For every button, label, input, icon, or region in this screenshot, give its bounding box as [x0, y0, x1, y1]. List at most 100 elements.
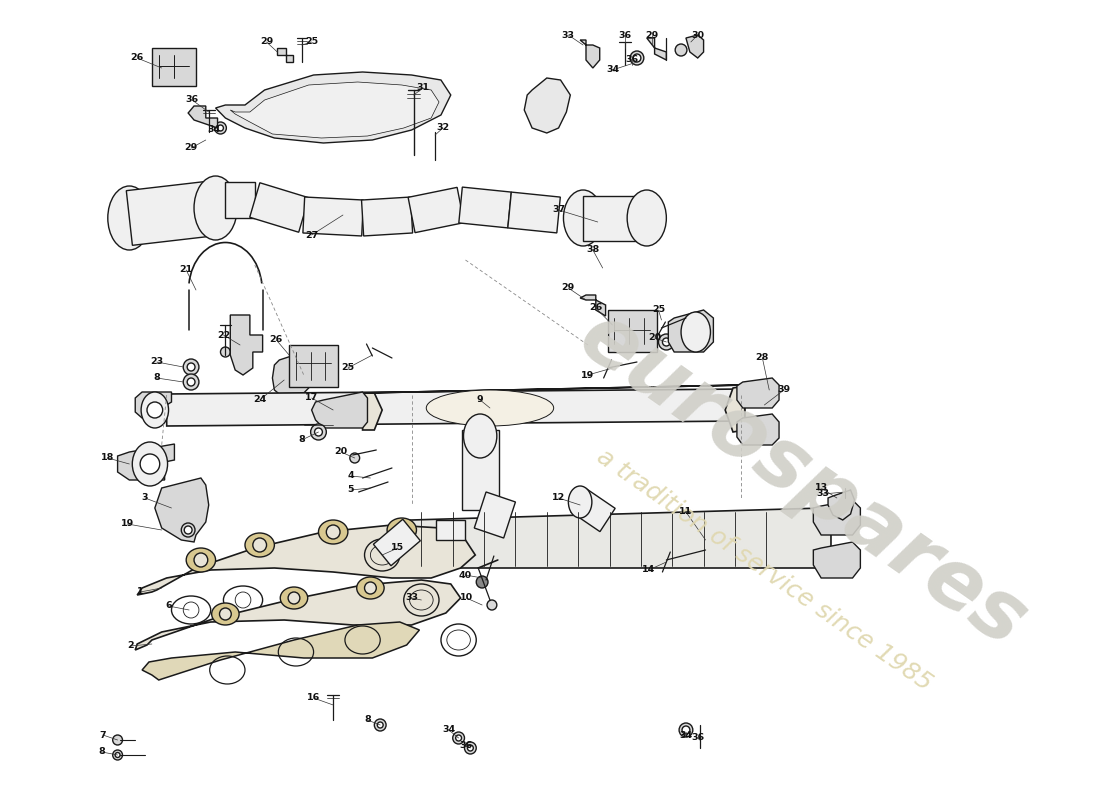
Ellipse shape	[141, 392, 168, 428]
Circle shape	[112, 750, 122, 760]
Polygon shape	[508, 192, 560, 233]
Text: 34: 34	[680, 730, 693, 739]
Text: 2: 2	[126, 642, 133, 650]
Circle shape	[455, 735, 462, 741]
Polygon shape	[126, 181, 219, 246]
Text: 36: 36	[186, 95, 199, 105]
Circle shape	[327, 525, 340, 539]
Circle shape	[194, 553, 208, 567]
Bar	[289, 345, 338, 387]
Polygon shape	[362, 197, 412, 236]
Polygon shape	[230, 315, 263, 375]
Polygon shape	[580, 40, 600, 68]
Text: 32: 32	[437, 123, 450, 133]
Polygon shape	[686, 35, 704, 58]
Circle shape	[147, 402, 163, 418]
Polygon shape	[166, 389, 745, 426]
Polygon shape	[277, 48, 293, 62]
Circle shape	[220, 347, 230, 357]
Bar	[152, 48, 196, 86]
Polygon shape	[737, 378, 779, 408]
Bar	[607, 310, 657, 352]
Polygon shape	[828, 490, 855, 520]
Text: 14: 14	[642, 566, 656, 574]
Ellipse shape	[387, 518, 417, 542]
Text: 25: 25	[652, 306, 666, 314]
Text: 17: 17	[305, 394, 318, 402]
Text: 33: 33	[816, 490, 829, 498]
Polygon shape	[462, 430, 498, 510]
Text: 34: 34	[606, 66, 619, 74]
Circle shape	[476, 576, 488, 588]
Ellipse shape	[563, 190, 603, 246]
Text: 25: 25	[341, 363, 354, 373]
Circle shape	[374, 719, 386, 731]
Text: 27: 27	[305, 230, 318, 239]
Polygon shape	[216, 72, 451, 143]
Text: 13: 13	[815, 483, 827, 493]
Polygon shape	[525, 78, 570, 133]
Polygon shape	[580, 295, 606, 316]
Text: 11: 11	[680, 507, 693, 517]
Text: 33: 33	[562, 30, 575, 39]
Polygon shape	[302, 197, 363, 236]
Ellipse shape	[356, 577, 384, 599]
Text: 36: 36	[618, 30, 631, 39]
Ellipse shape	[463, 414, 497, 458]
Text: 38: 38	[586, 246, 600, 254]
Text: 10: 10	[460, 594, 473, 602]
Polygon shape	[230, 82, 439, 138]
Polygon shape	[311, 392, 367, 428]
Text: 36: 36	[626, 55, 639, 65]
Text: 29: 29	[260, 38, 273, 46]
Polygon shape	[583, 195, 647, 241]
Circle shape	[350, 453, 360, 463]
Text: 4: 4	[348, 471, 354, 481]
Text: 19: 19	[581, 370, 595, 379]
Polygon shape	[155, 478, 209, 542]
Text: 6: 6	[165, 602, 172, 610]
Circle shape	[116, 753, 120, 758]
Text: 33: 33	[405, 594, 418, 602]
Polygon shape	[135, 580, 461, 650]
Text: 34: 34	[207, 126, 220, 134]
Polygon shape	[363, 385, 745, 432]
Polygon shape	[273, 352, 311, 398]
Text: 26: 26	[131, 54, 144, 62]
Text: 20: 20	[334, 447, 348, 457]
Circle shape	[310, 424, 327, 440]
Text: 26: 26	[270, 335, 283, 345]
Circle shape	[112, 735, 122, 745]
Ellipse shape	[681, 312, 711, 352]
Polygon shape	[459, 187, 512, 228]
Text: 28: 28	[756, 354, 769, 362]
Polygon shape	[142, 622, 419, 680]
Polygon shape	[373, 519, 420, 566]
Circle shape	[675, 44, 686, 56]
Text: 9: 9	[477, 395, 484, 405]
Text: 1: 1	[136, 587, 143, 597]
Text: 7: 7	[100, 730, 107, 739]
Text: 5: 5	[348, 486, 354, 494]
Polygon shape	[813, 500, 860, 535]
Circle shape	[182, 523, 195, 537]
Circle shape	[662, 338, 670, 346]
Polygon shape	[571, 488, 615, 532]
Polygon shape	[474, 492, 516, 538]
Text: 31: 31	[417, 83, 430, 93]
Circle shape	[315, 428, 322, 436]
Circle shape	[253, 538, 266, 552]
Polygon shape	[436, 520, 465, 540]
Ellipse shape	[627, 190, 667, 246]
Circle shape	[364, 582, 376, 594]
Text: 30: 30	[691, 30, 704, 39]
Polygon shape	[135, 392, 172, 418]
Text: eurospares: eurospares	[564, 296, 1043, 664]
Text: 26: 26	[590, 303, 603, 313]
Ellipse shape	[280, 587, 308, 609]
Circle shape	[184, 526, 192, 534]
Text: 37: 37	[552, 206, 565, 214]
Circle shape	[214, 122, 227, 134]
Ellipse shape	[194, 176, 238, 240]
Text: 29: 29	[562, 283, 575, 293]
